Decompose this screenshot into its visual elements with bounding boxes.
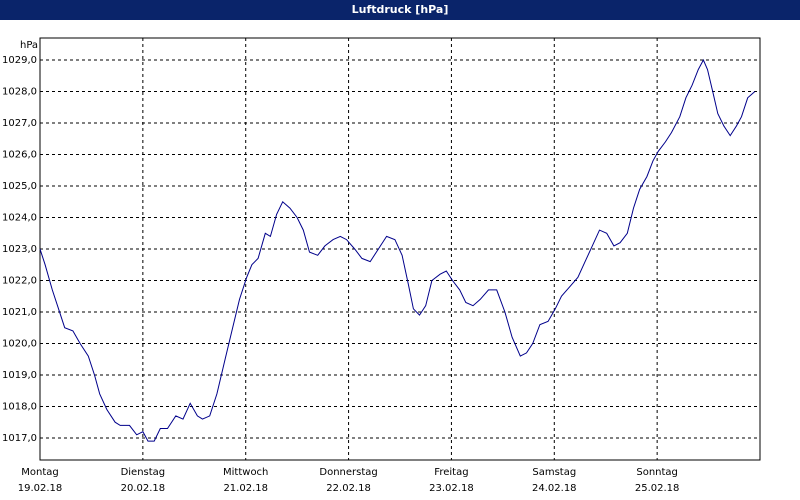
chart-title: Luftdruck [hPa] — [352, 3, 449, 16]
x-tick-label: Freitag — [434, 467, 468, 478]
y-tick-label: 1018,0 — [2, 401, 37, 412]
y-tick-label: 1029,0 — [2, 55, 37, 66]
y-tick-label: 1024,0 — [2, 213, 37, 224]
x-tick-date: 19.02.18 — [18, 483, 63, 494]
y-tick-label: 1027,0 — [2, 118, 37, 129]
y-tick-label: 1026,0 — [2, 150, 37, 161]
y-tick-label: 1023,0 — [2, 244, 37, 255]
data-line — [39, 58, 756, 442]
x-tick-date: 21.02.18 — [223, 483, 268, 494]
y-unit: hPa — [20, 40, 38, 51]
x-tick-label: Donnerstag — [319, 467, 377, 478]
x-tick-date: 23.02.18 — [429, 483, 474, 494]
x-tick-date: 24.02.18 — [532, 483, 577, 494]
x-tick-label: Montag — [21, 467, 58, 478]
y-tick-label: 1021,0 — [2, 307, 37, 318]
x-tick-date: 25.02.18 — [635, 483, 680, 494]
y-tick-label: 1020,0 — [2, 338, 37, 349]
y-tick-label: 1022,0 — [2, 275, 37, 286]
y-tick-label: 1028,0 — [2, 87, 37, 98]
y-tick-label: 1019,0 — [2, 370, 37, 381]
x-tick-label: Sonntag — [636, 467, 678, 478]
x-tick-date: 20.02.18 — [121, 483, 166, 494]
title-bar — [0, 0, 800, 20]
x-tick-label: Mittwoch — [223, 467, 268, 478]
y-tick-label: 1025,0 — [2, 181, 37, 192]
x-tick-label: Dienstag — [121, 467, 166, 478]
x-tick-label: Samstag — [532, 467, 576, 478]
x-tick-date: 22.02.18 — [326, 483, 371, 494]
y-tick-label: 1017,0 — [2, 433, 37, 444]
